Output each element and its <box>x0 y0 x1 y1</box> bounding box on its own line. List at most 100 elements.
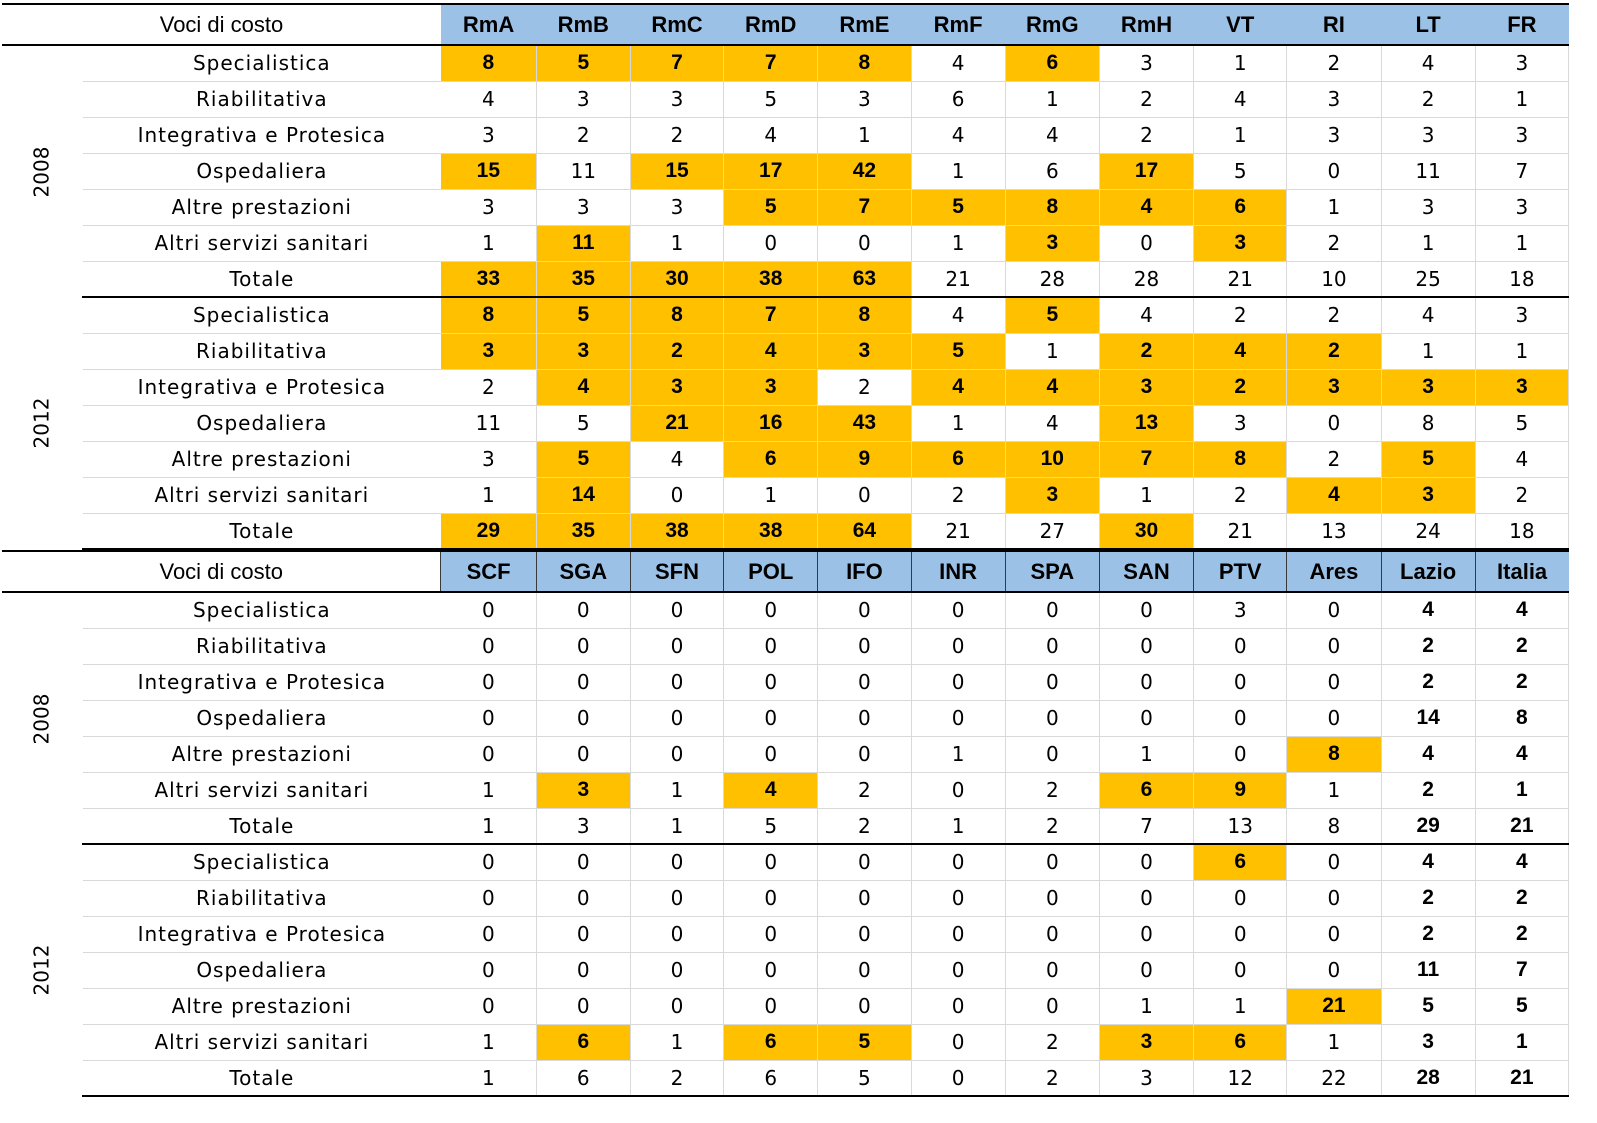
value-cell: 11 <box>1381 153 1476 190</box>
value-cell: 2 <box>1286 297 1382 334</box>
column-header: SAN <box>1098 550 1194 593</box>
value-cell: 8 <box>440 297 537 334</box>
value-cell: 2 <box>630 333 725 370</box>
value-cell: 3 <box>630 189 725 226</box>
row-label: Totale <box>82 261 441 298</box>
row-label: Altri servizi sanitari <box>82 477 441 514</box>
column-header: RmC <box>630 3 724 46</box>
value-cell: 0 <box>630 592 725 629</box>
row-label: Totale <box>82 808 441 845</box>
value-cell: 0 <box>1193 628 1288 665</box>
value-cell: 2 <box>817 808 912 845</box>
value-cell: 0 <box>911 628 1006 665</box>
row-label: Specialistica <box>82 45 441 82</box>
row-label: Altri servizi sanitari <box>82 772 441 809</box>
year-label-cell: 2012 <box>2 297 83 549</box>
value-cell: 35 <box>536 513 631 550</box>
value-cell: 4 <box>1475 736 1570 773</box>
year-label: 2012 <box>29 397 54 449</box>
table-row: Totale 33 35 30 38 63 21 28 28 21 10 25 18 <box>2 261 1570 298</box>
value-cell: 0 <box>440 628 537 665</box>
value-cell: 5 <box>817 1060 912 1097</box>
value-cell: 1 <box>1286 189 1382 226</box>
value-cell: 4 <box>723 117 819 154</box>
value-cell: 7 <box>630 45 725 82</box>
value-cell: 0 <box>723 844 819 881</box>
value-cell: 6 <box>536 1060 631 1097</box>
row-label: Specialistica <box>82 592 441 629</box>
value-cell: 5 <box>911 333 1006 370</box>
value-cell: 16 <box>723 405 819 442</box>
value-cell: 0 <box>817 225 912 262</box>
table-row: Altri servizi sanitari 1 11 1 0 0 1 3 0 3 2 1 1 <box>2 225 1570 262</box>
table-row: Totale 1 3 1 5 2 1 2 7 13 8 29 21 <box>2 808 1570 845</box>
column-header: FR <box>1475 3 1569 46</box>
table-row: 2008 Specialistica 8 5 7 7 8 4 6 3 1 2 4 3 <box>2 45 1570 297</box>
value-cell: 0 <box>1193 952 1288 989</box>
value-cell: 11 <box>1381 952 1476 989</box>
value-cell: 0 <box>1005 952 1100 989</box>
column-header: SPA <box>1004 550 1100 593</box>
table-row: 2012 Specialistica 0 0 0 0 0 0 0 0 6 0 4 4 <box>2 844 1570 1096</box>
value-cell: 5 <box>1381 988 1476 1025</box>
value-cell: 0 <box>817 592 912 629</box>
value-cell: 0 <box>723 225 819 262</box>
value-cell: 4 <box>911 369 1006 406</box>
value-cell: 1 <box>1286 772 1382 809</box>
value-cell: 0 <box>911 844 1006 881</box>
value-cell: 0 <box>630 628 725 665</box>
value-cell: 4 <box>1193 81 1288 118</box>
value-cell: 7 <box>723 297 819 334</box>
value-cell: 38 <box>723 513 819 550</box>
value-cell: 18 <box>1475 513 1570 550</box>
value-cell: 5 <box>1005 297 1100 334</box>
value-cell: 8 <box>1193 441 1288 478</box>
table-row: Ospedaliera 0 0 0 0 0 0 0 0 0 0 14 8 <box>2 700 1570 737</box>
value-cell: 21 <box>630 405 725 442</box>
value-cell: 0 <box>817 736 912 773</box>
value-cell: 8 <box>1286 736 1382 773</box>
value-cell: 0 <box>440 844 537 881</box>
value-cell: 1 <box>630 225 725 262</box>
value-cell: 1 <box>1286 1024 1382 1061</box>
value-cell: 0 <box>723 592 819 629</box>
value-cell: 2 <box>1475 628 1570 665</box>
value-cell: 5 <box>1381 441 1476 478</box>
value-cell: 0 <box>1286 405 1382 442</box>
value-cell: 0 <box>817 700 912 737</box>
value-cell: 3 <box>1099 1024 1195 1061</box>
value-cell: 2 <box>536 117 631 154</box>
value-cell: 0 <box>1286 700 1382 737</box>
column-header: Ares <box>1286 550 1382 593</box>
value-cell: 0 <box>440 952 537 989</box>
value-cell: 6 <box>536 1024 631 1061</box>
value-cell: 1 <box>1193 988 1288 1025</box>
value-cell: 2 <box>1381 916 1476 953</box>
row-label: Totale <box>82 1060 441 1097</box>
value-cell: 3 <box>630 369 725 406</box>
table-row: Ospedaliera 0 0 0 0 0 0 0 0 0 0 11 7 <box>2 952 1570 989</box>
value-cell: 4 <box>536 369 631 406</box>
table-row: Altre prestazioni 0 0 0 0 0 0 0 1 1 21 5 5 <box>2 988 1570 1025</box>
year-label: 2008 <box>29 693 54 744</box>
value-cell: 4 <box>1099 297 1195 334</box>
value-cell: 0 <box>1193 736 1288 773</box>
value-cell: 2 <box>1381 664 1476 701</box>
value-cell: 21 <box>911 513 1006 550</box>
value-cell: 0 <box>630 880 725 917</box>
value-cell: 2 <box>1475 477 1570 514</box>
value-cell: 3 <box>440 189 537 226</box>
value-cell: 0 <box>817 988 912 1025</box>
value-cell: 3 <box>536 333 631 370</box>
column-header: INR <box>910 550 1006 593</box>
value-cell: 3 <box>536 772 631 809</box>
value-cell: 0 <box>1286 880 1382 917</box>
value-cell: 0 <box>1099 952 1195 989</box>
value-cell: 0 <box>1005 700 1100 737</box>
value-cell: 0 <box>536 592 631 629</box>
column-header: LT <box>1381 3 1476 46</box>
value-cell: 0 <box>817 844 912 881</box>
value-cell: 4 <box>1005 117 1100 154</box>
value-cell: 10 <box>1286 261 1382 298</box>
column-header: SCF <box>440 550 537 593</box>
